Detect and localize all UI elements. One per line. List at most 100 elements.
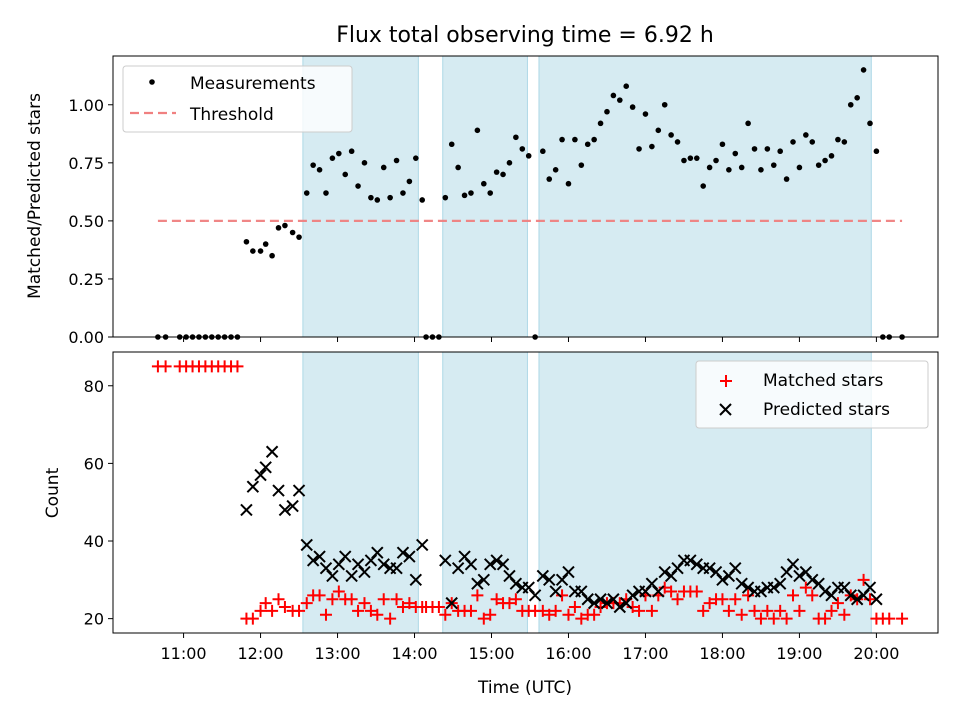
y-tick-label: 80 <box>84 377 104 396</box>
matched-star-point <box>780 612 793 625</box>
measurement-point <box>355 183 361 189</box>
bottom-y-axis: 20 40 60 80 <box>84 377 113 629</box>
predicted-star-point <box>403 550 416 563</box>
predicted-star-point <box>339 550 352 563</box>
matched-star-point <box>735 608 748 621</box>
predicted-star-point <box>246 480 260 493</box>
legend-label-matched: Matched stars <box>763 371 883 391</box>
matched-star-point <box>633 604 646 617</box>
predicted-star-point <box>863 581 877 594</box>
predicted-star-point <box>600 596 614 610</box>
predicted-star-point <box>684 554 697 567</box>
measurement-point <box>250 248 256 254</box>
measurement-point <box>649 143 655 150</box>
x-tick-label: 17:00 <box>622 644 668 663</box>
measurement-point <box>841 139 848 145</box>
measurement-point <box>303 190 310 196</box>
matched-star-point <box>774 604 787 617</box>
matched-star-point <box>509 593 522 606</box>
matched-star-point <box>562 608 575 621</box>
measurement-point <box>269 252 275 259</box>
matched-star-point <box>690 585 703 598</box>
x-tick-label: 19:00 <box>776 644 822 663</box>
matched-star-point <box>384 612 397 625</box>
measurement-point <box>348 148 355 155</box>
matched-star-point <box>658 581 671 594</box>
y-tick-label: 60 <box>84 454 104 473</box>
measurement-point <box>847 101 854 108</box>
measurement-point <box>448 141 455 148</box>
measurement-point <box>706 164 713 171</box>
predicted-star-point <box>543 573 556 587</box>
matched-star-point <box>272 593 285 606</box>
y-tick-label: 20 <box>84 610 104 629</box>
measurement-point <box>604 108 610 115</box>
measurement-point <box>815 162 822 168</box>
measurement-point <box>393 157 400 164</box>
matched-star-point <box>883 612 896 625</box>
measurement-point <box>623 83 630 89</box>
measurement-point <box>565 180 572 187</box>
predicted-star-point <box>594 593 607 606</box>
matched-star-point <box>761 604 774 617</box>
matched-star-point <box>568 600 581 613</box>
matched-star-point <box>159 360 172 373</box>
matched-star-point <box>536 604 549 617</box>
predicted-star-point <box>754 585 768 598</box>
measurement-point <box>764 146 771 152</box>
predicted-star-point <box>439 554 452 567</box>
measurement-point <box>681 157 687 164</box>
predicted-star-point <box>773 577 787 590</box>
bottom-legend-box <box>695 360 929 429</box>
predicted-star-point <box>416 538 429 552</box>
predicted-star-point <box>265 445 279 458</box>
x-tick-label: 13:00 <box>314 644 360 663</box>
measurement-point <box>374 197 381 203</box>
measurement-point <box>668 132 674 138</box>
predicted-star-point <box>509 577 523 590</box>
predicted-star-point <box>528 589 542 602</box>
x-tick-label: 15:00 <box>468 644 514 663</box>
measurement-point <box>275 225 282 231</box>
x-axis-label: Time (UTC) <box>477 678 572 698</box>
measurement-point <box>828 153 835 159</box>
matched-star-point <box>896 612 909 625</box>
predicted-star-point <box>471 577 484 590</box>
matched-star-point <box>484 608 497 621</box>
matched-star-point <box>377 593 390 606</box>
measurement-point <box>578 162 585 168</box>
measurement-point <box>809 139 816 145</box>
measurement-point <box>525 153 532 159</box>
measurement-point <box>713 157 719 164</box>
matched-star-point <box>259 597 272 610</box>
predicted-star-point <box>292 484 306 497</box>
matched-star-point <box>703 597 716 610</box>
measurement-point <box>661 101 668 108</box>
top-legend-box <box>122 65 353 133</box>
measurement-point <box>674 139 681 145</box>
matched-star-point <box>831 597 844 610</box>
predicted-star-point <box>300 538 313 552</box>
matched-star-point <box>742 589 755 602</box>
measurement-point <box>751 146 758 152</box>
measurement-point <box>783 176 790 182</box>
measurement-point <box>442 194 449 201</box>
predicted-star-point <box>767 581 780 594</box>
top-axes-frame <box>112 55 939 338</box>
top-panel: 0.00 0.25 0.50 0.75 1.00 Matched/Predicted s… <box>25 55 939 347</box>
measurement-point <box>700 183 707 189</box>
measurement-point <box>500 171 506 178</box>
x-tick-label: 16:00 <box>545 644 591 663</box>
y-tick-label: 1.00 <box>68 96 104 115</box>
matched-star-point <box>671 593 684 606</box>
measurement-point <box>687 155 694 161</box>
matched-star-point <box>819 612 832 625</box>
predicted-star-point <box>272 484 285 497</box>
predicted-star-point <box>652 585 665 598</box>
matched-star-point <box>432 600 445 613</box>
matched-star-point <box>390 593 403 606</box>
predicted-star-point <box>613 600 627 614</box>
predicted-star-point <box>396 546 410 559</box>
measurement-point <box>481 180 487 187</box>
